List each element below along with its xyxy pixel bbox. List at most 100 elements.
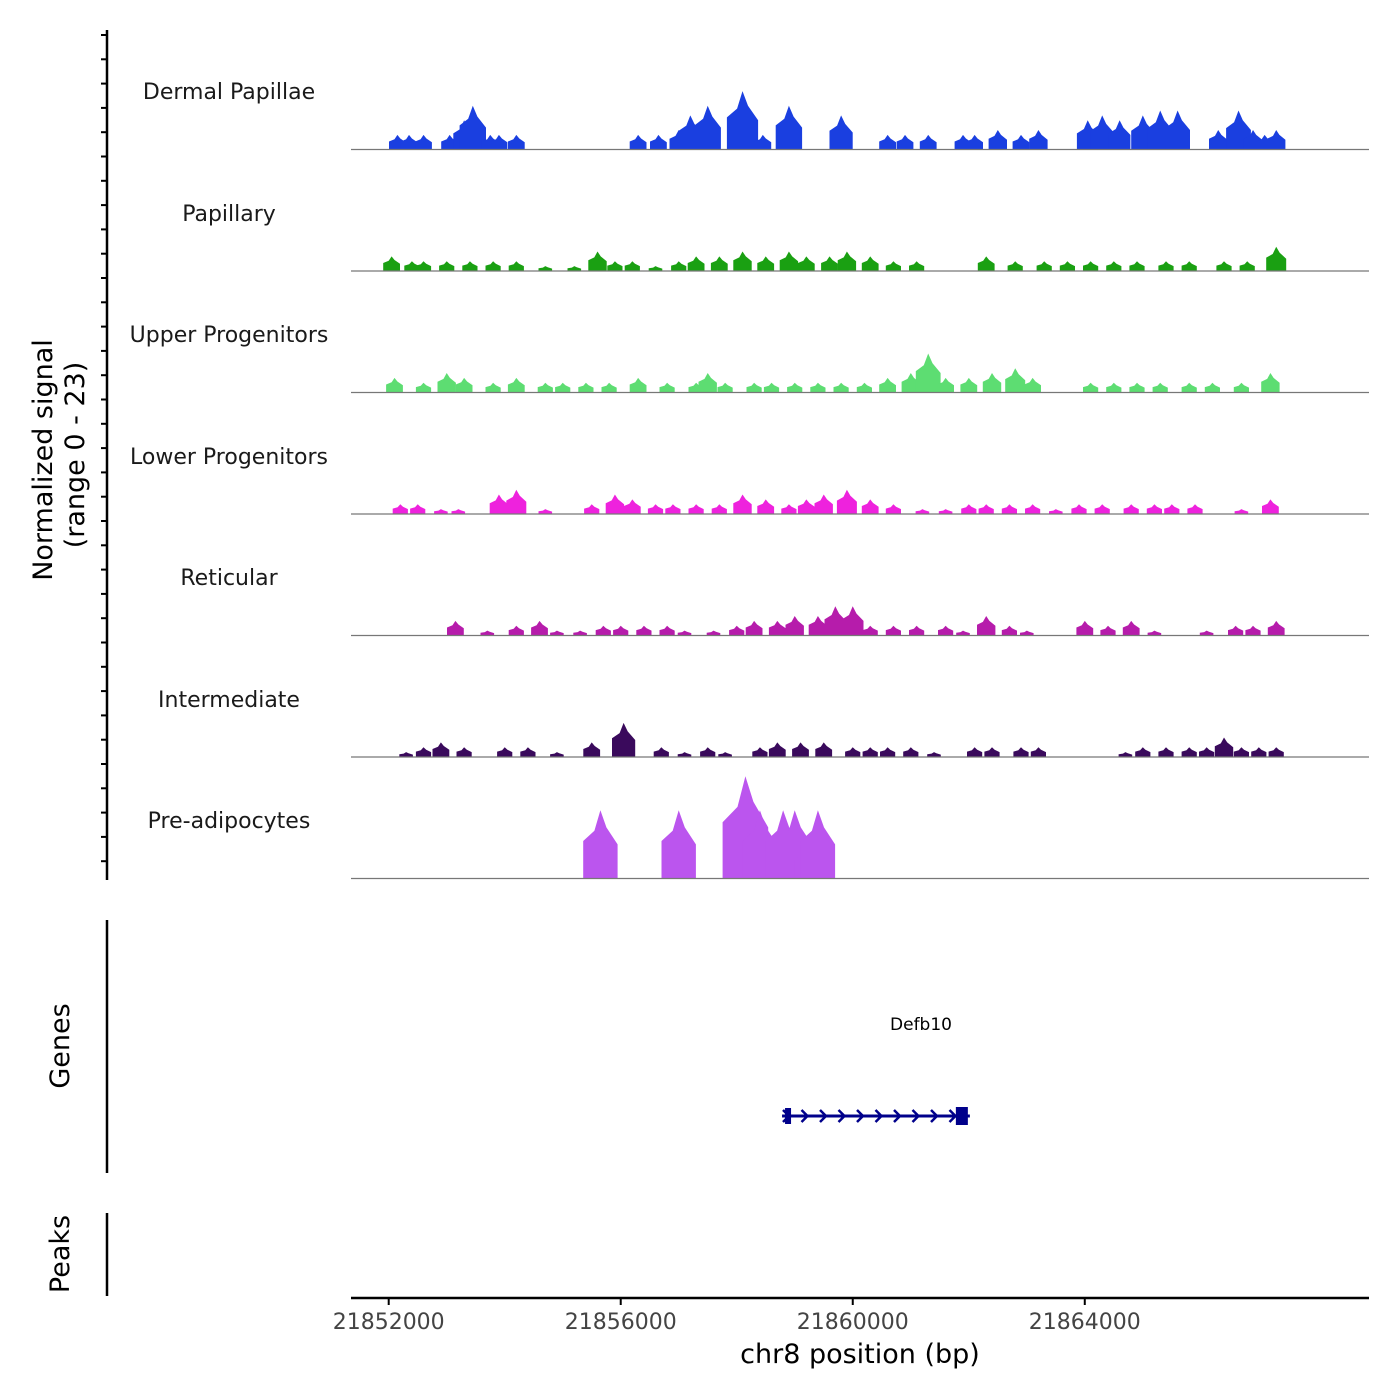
signal-peak [1129, 382, 1145, 393]
signal-peak [434, 509, 448, 514]
signal-peak [967, 747, 983, 757]
signal-peak [800, 810, 836, 879]
track-label-reticular: Reticular [180, 566, 278, 591]
signal-peak [927, 752, 941, 757]
signal-peak [779, 251, 799, 271]
signal-peak [1233, 382, 1249, 393]
signal-peak [797, 499, 815, 514]
signal-peak [977, 616, 996, 636]
signal-peak [1267, 130, 1286, 150]
signal-peak [578, 382, 594, 393]
signal-peak [508, 625, 524, 636]
signal-peak [1146, 504, 1162, 514]
signal-peak [1152, 382, 1168, 393]
signal-peak [1228, 625, 1244, 636]
signal-peak [787, 382, 803, 393]
signal-peak [763, 382, 780, 393]
signal-peak [665, 504, 681, 514]
x-tick-label: 21864000 [1029, 1310, 1141, 1335]
signal-peak [861, 256, 879, 271]
signal-peak [613, 625, 629, 636]
signal-peak [1187, 504, 1203, 514]
signal-peak [1012, 134, 1030, 150]
signal-peak [829, 115, 853, 150]
signal-peak [588, 251, 607, 271]
track-label-upper-progenitors: Upper Progenitors [130, 323, 329, 348]
signal-peak [1181, 382, 1197, 393]
signal-peak [1199, 630, 1214, 636]
signal-peak [757, 499, 775, 514]
signal-peak [485, 261, 501, 271]
signal-peak [538, 266, 553, 271]
signal-peak [400, 134, 418, 150]
x-axis-ticks: 21852000 21856000 21860000 21864000 [333, 1298, 1141, 1335]
signal-peak [1251, 747, 1267, 757]
signal-peak [506, 489, 527, 514]
signal-peak [862, 625, 878, 636]
signal-peak [845, 747, 861, 757]
signal-peak [415, 261, 432, 271]
signal-peak [1108, 120, 1131, 150]
signal-peak [1030, 747, 1046, 757]
signal-peak [1216, 261, 1232, 271]
signal-peak [1020, 630, 1034, 636]
signal-peak [856, 382, 872, 393]
signal-peak [605, 494, 625, 514]
signal-peak [595, 625, 611, 636]
signal-peak [555, 382, 571, 393]
track-dermal-papillae [351, 91, 1369, 151]
signal-peak [508, 261, 524, 271]
signal-peak [861, 499, 879, 514]
signal-peak [612, 722, 636, 757]
signal-peak [550, 752, 564, 757]
signal-peak [1214, 737, 1234, 757]
peaks-label: Peaks [45, 1215, 76, 1293]
signal-peak [745, 620, 763, 636]
signal-peak [567, 266, 582, 271]
signal-peak [1181, 747, 1197, 757]
signal-peak [706, 630, 721, 636]
signal-peak [1001, 625, 1017, 636]
coverage-tracks [351, 91, 1369, 880]
track-pre-adipocytes [351, 776, 1369, 880]
signal-peak [538, 509, 553, 514]
strand-arrow [930, 1109, 939, 1123]
track-label-dermal-papillae: Dermal Papillae [143, 80, 315, 105]
signal-peak [624, 261, 640, 271]
signal-peak [754, 134, 772, 150]
signal-peak [507, 377, 525, 393]
strand-arrow [948, 1109, 958, 1123]
signal-ylabel-line1: Normalized signal [28, 339, 59, 581]
signal-peak [1234, 509, 1249, 514]
signal-peak [583, 810, 618, 879]
signal-peak [903, 747, 919, 757]
signal-peak [1158, 747, 1174, 757]
genes-label: Genes [45, 1003, 76, 1088]
signal-peak [733, 251, 752, 271]
signal-peak [677, 630, 692, 636]
signal-peak [700, 747, 716, 757]
signal-peak [1164, 504, 1180, 514]
x-axis-title: chr8 position (bp) [740, 1339, 980, 1370]
signal-peak [629, 377, 647, 393]
signal-peak [490, 134, 508, 150]
signal-peak [938, 509, 953, 514]
signal-peak [573, 630, 587, 636]
track-label-lower-progenitors: Lower Progenitors [130, 445, 328, 470]
signal-peak [1007, 261, 1023, 271]
signal-peak [781, 504, 797, 514]
signal-peak [659, 625, 675, 636]
signal-peak [1001, 504, 1017, 514]
signal-peak [451, 509, 466, 514]
x-tick-label: 21852000 [333, 1310, 445, 1335]
signal-peak [717, 382, 733, 393]
signal-peak [1036, 261, 1052, 271]
signal-peak [775, 105, 803, 150]
signal-peak [489, 494, 509, 514]
signal-peak [687, 256, 705, 271]
signal-peak [814, 494, 833, 514]
signal-peak [785, 616, 804, 636]
signal-peak [768, 620, 786, 636]
signal-peak [1100, 625, 1116, 636]
strand-arrow [837, 1109, 847, 1123]
